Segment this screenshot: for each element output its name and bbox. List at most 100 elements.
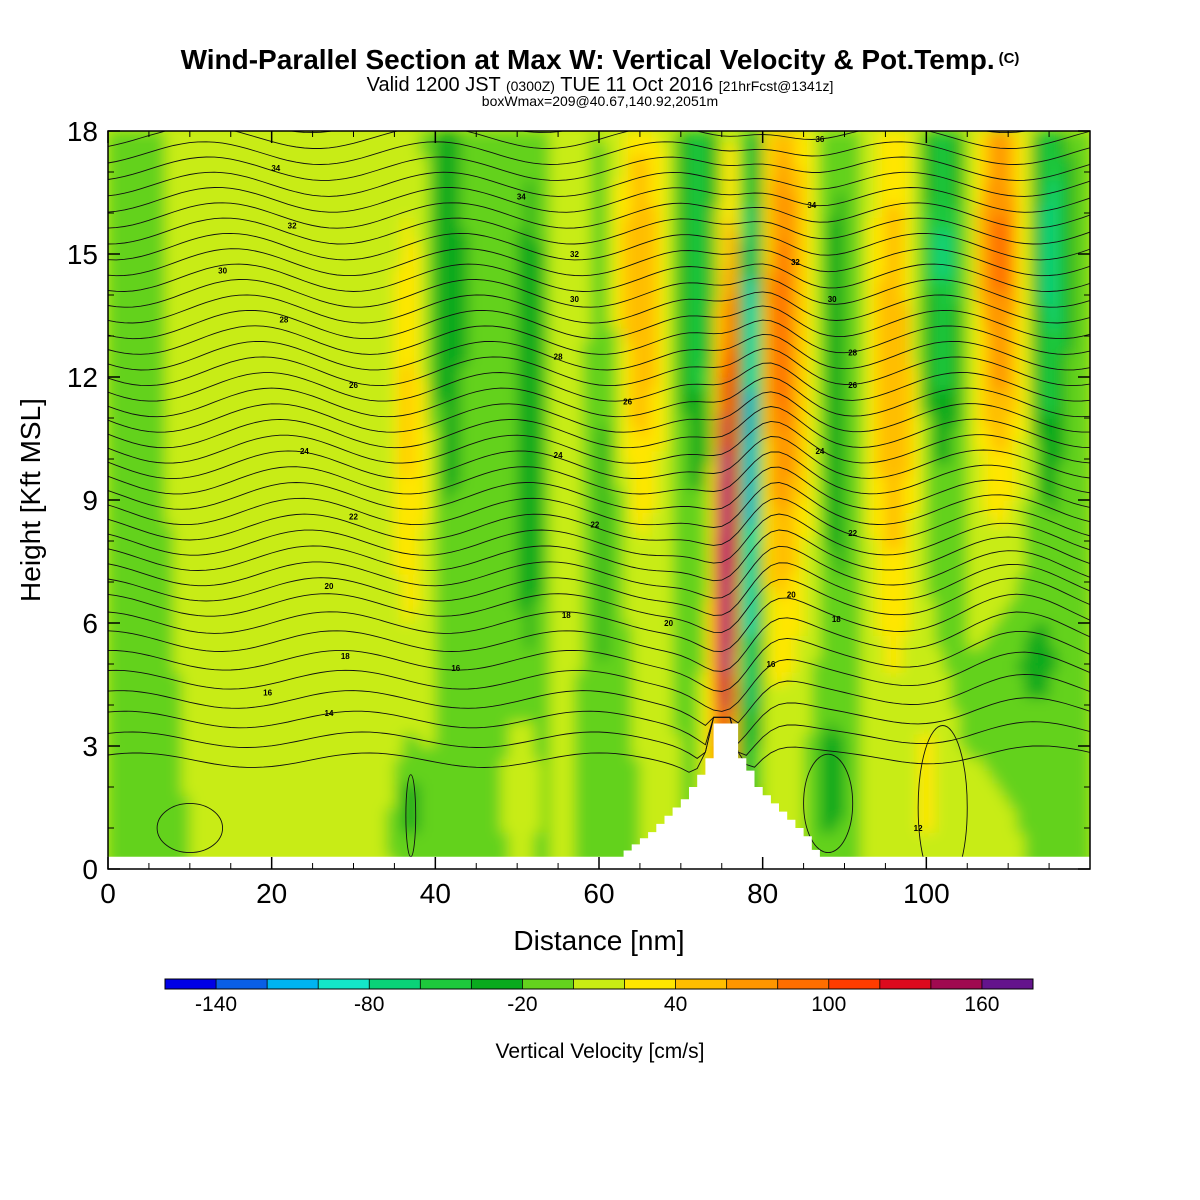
isentrope-line <box>108 630 1090 692</box>
chart-title: Wind-Parallel Section at Max W: Vertical… <box>0 44 1200 76</box>
isentrope-line <box>108 333 1090 371</box>
contour-label: 18 <box>832 615 841 624</box>
x-tick-label: 60 <box>583 878 614 909</box>
contour-label: 12 <box>914 824 923 833</box>
contour-label: 14 <box>325 709 334 718</box>
contour-label: 18 <box>341 652 350 661</box>
y-axis-label: Height [Kft MSL] <box>15 398 46 602</box>
isentrope-line <box>108 497 1090 546</box>
contour-label: 24 <box>815 447 824 456</box>
isentrope-line <box>288 131 1029 134</box>
isentrope-line <box>108 562 1090 616</box>
colorbar-swatch <box>267 979 319 989</box>
isentrope-line <box>108 362 1090 402</box>
contour-label: 30 <box>218 266 227 275</box>
x-axis-label: Distance [nm] <box>513 925 684 956</box>
contour-label: 22 <box>848 529 857 538</box>
isentrope-line <box>108 141 1090 165</box>
isentrope-line <box>108 156 1090 181</box>
subtitle-valid: Valid 1200 JST <box>366 74 501 96</box>
subtitle-forecast: [21hrFcst@1341z] <box>718 78 834 94</box>
colorbar-tick-label: 100 <box>811 993 846 1016</box>
colorbar-swatch <box>471 979 523 989</box>
isentrope-line <box>108 277 1090 308</box>
isentrope-line <box>108 202 1090 229</box>
y-tick-label: 0 <box>82 854 98 885</box>
contour-label: 22 <box>349 512 358 521</box>
closed-contour <box>917 725 968 869</box>
isentrope-line <box>108 248 1090 277</box>
colorbar-swatch <box>777 979 830 989</box>
colorbar-swatch <box>165 979 217 989</box>
isentrope-line <box>108 466 1090 510</box>
contour-label: 34 <box>517 193 526 202</box>
contour-label: 24 <box>554 451 563 460</box>
isentrope-line <box>108 376 1090 418</box>
colorbar-tick-label: -20 <box>507 993 537 1016</box>
contour-label: 16 <box>766 660 775 669</box>
subtitle-date: TUE 11 Oct 2016 <box>560 74 714 96</box>
contour-label: 26 <box>623 398 632 407</box>
y-tick-label: 18 <box>67 116 98 147</box>
colorbar-swatch <box>981 979 1034 989</box>
contour-label: 28 <box>848 348 857 357</box>
colorbar-swatch <box>879 979 932 989</box>
colorbar-swatch <box>930 979 983 989</box>
isentrope-line <box>108 482 1090 528</box>
colorbar-swatch <box>369 979 421 989</box>
contour-label: 16 <box>263 689 272 698</box>
isentrope-line <box>108 391 1090 433</box>
isentrope-line <box>108 545 1090 599</box>
colorbar: -140 -80 -20 40 100 160 <box>164 978 1034 1016</box>
contour-label: 26 <box>349 381 358 390</box>
y-tick-label: 3 <box>82 731 98 762</box>
contour-label: 36 <box>815 135 824 144</box>
contour-label: 24 <box>300 447 309 456</box>
isentrope-line <box>108 577 1090 633</box>
contour-label: 28 <box>279 316 288 325</box>
contour-labels: 34 32 30 28 26 24 22 20 18 16 14 34 32 30 28 26 24 22 18 20… <box>218 135 923 833</box>
isentrope-line <box>108 697 1090 746</box>
isentrope-line <box>108 611 1090 672</box>
isentrope-line <box>108 319 1090 355</box>
colorbar-swatch <box>624 979 676 989</box>
colorbar-tick-label: -80 <box>354 993 384 1016</box>
contour-label: 18 <box>562 611 571 620</box>
x-tick-label: 0 <box>100 878 116 909</box>
x-tick-label: 20 <box>256 878 287 909</box>
contour-label: 34 <box>807 201 816 210</box>
isentrope-line <box>108 263 1090 292</box>
contour-label: 20 <box>787 590 796 599</box>
contour-label: 30 <box>570 295 579 304</box>
isentrope-line <box>108 232 1090 261</box>
colorbar-swatch <box>522 979 574 989</box>
contour-label: 16 <box>451 664 460 673</box>
isentrope-line <box>108 673 1090 726</box>
colorbar-swatch <box>828 979 881 989</box>
chart-title-unit: (C) <box>998 50 1020 67</box>
colorbar-swatch <box>318 979 370 989</box>
colorbar-swatch <box>675 979 727 989</box>
isentrope-line <box>108 348 1090 387</box>
contour-label: 26 <box>848 381 857 390</box>
y-tick-label: 6 <box>82 608 98 639</box>
y-tick-label: 12 <box>67 362 98 393</box>
colorbar-swatch <box>420 979 472 989</box>
chart-subtitle: Valid 1200 JST (0300Z) TUE 11 Oct 2016 [… <box>0 74 1200 97</box>
isentrope-line <box>108 451 1090 495</box>
isentrope-line <box>108 513 1090 564</box>
colorbar-swatch <box>216 979 268 989</box>
x-tick-label: 40 <box>420 878 451 909</box>
y-tick-label: 9 <box>82 485 98 516</box>
contour-label: 20 <box>664 619 673 628</box>
closed-contour <box>803 753 854 854</box>
isentrope-line <box>108 406 1090 449</box>
contour-label: 32 <box>288 221 297 230</box>
isentrope-line <box>108 217 1090 245</box>
contour-label: 22 <box>590 521 599 530</box>
colorbar-tick-label: -140 <box>195 993 237 1016</box>
isentrope-line <box>108 716 1090 773</box>
contour-label: 32 <box>570 250 579 259</box>
isentrope-line <box>108 291 1090 324</box>
